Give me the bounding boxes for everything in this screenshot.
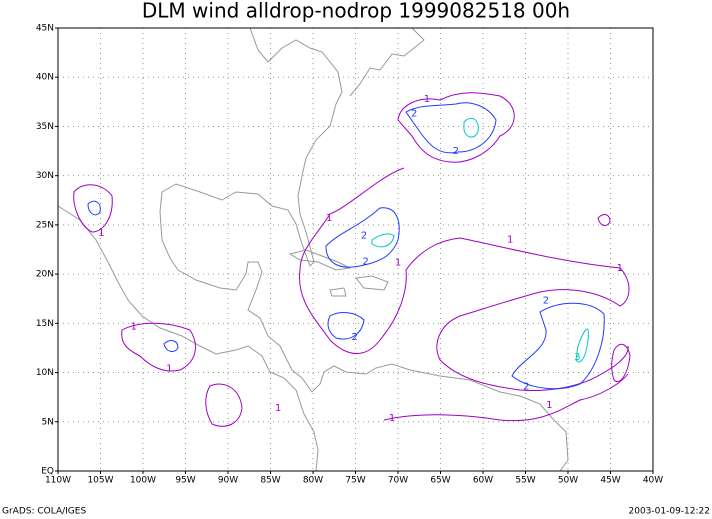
contour-line xyxy=(87,200,101,216)
coastlines xyxy=(57,27,569,472)
contours xyxy=(73,92,631,427)
contour-label: 2 xyxy=(351,332,357,343)
x-tick-label: 45W xyxy=(600,476,620,486)
contour-label: 1 xyxy=(130,321,136,332)
contour-line xyxy=(327,312,365,340)
contour-line xyxy=(405,102,497,154)
contour-label: 1 xyxy=(166,364,172,375)
x-tick-label: 95W xyxy=(175,476,195,486)
contour-label: 2 xyxy=(363,256,369,267)
x-tick-label: 70W xyxy=(388,476,408,486)
x-tick-label: 60W xyxy=(473,476,493,486)
y-tick-label: 45N xyxy=(36,24,54,34)
contour-line xyxy=(397,92,515,163)
x-tick-label: 80W xyxy=(303,476,323,486)
x-tick-label: 110W xyxy=(45,476,71,486)
contour-label: 1 xyxy=(546,400,552,411)
contour-label: 2 xyxy=(411,109,417,120)
x-tick-label: 90W xyxy=(218,476,238,486)
island xyxy=(288,249,352,271)
island xyxy=(329,287,347,297)
contour-label: 1 xyxy=(98,228,104,239)
contour-label: 1 xyxy=(326,213,332,224)
contour-line xyxy=(575,328,589,363)
contour-label: 1 xyxy=(507,235,513,246)
contour-label: 1 xyxy=(617,263,623,274)
contour-line xyxy=(205,383,243,427)
grid xyxy=(58,28,653,471)
y-tick-label: 15N xyxy=(36,319,54,329)
contour-line xyxy=(121,322,196,372)
contour-label: 1 xyxy=(389,413,395,424)
y-tick-label: 30N xyxy=(36,171,54,181)
y-tick-label: 5N xyxy=(42,417,54,427)
y-tick-label: 35N xyxy=(36,122,54,132)
y-tick-label: EQ xyxy=(41,467,54,477)
y-tick-label: 25N xyxy=(36,220,54,230)
x-tick-label: 105W xyxy=(87,476,113,486)
island xyxy=(355,275,389,291)
contour-line xyxy=(511,302,605,390)
coastline xyxy=(159,27,569,472)
contour-line xyxy=(383,373,629,422)
contour-line xyxy=(298,167,630,391)
coastline xyxy=(57,205,319,472)
coastline xyxy=(349,27,425,97)
contour-line xyxy=(325,207,400,268)
contour-label: 3 xyxy=(574,352,580,363)
x-tick-label: 65W xyxy=(430,476,450,486)
x-tick-label: 55W xyxy=(515,476,535,486)
contour-label: 2 xyxy=(361,231,367,242)
contour-label: 1 xyxy=(395,257,401,268)
contour-line xyxy=(611,343,631,382)
map-title: DLM wind alldrop-nodrop 1999082518 00h xyxy=(142,0,570,23)
contour-line xyxy=(597,214,611,226)
x-tick-label: 85W xyxy=(260,476,280,486)
y-tick-label: 40N xyxy=(36,73,54,83)
contour-label: 1 xyxy=(275,403,281,414)
x-tick-label: 40W xyxy=(643,476,663,486)
contour-label: 2 xyxy=(523,381,529,392)
y-tick-label: 10N xyxy=(36,368,54,378)
contour-label: 1 xyxy=(424,94,430,105)
footer-left: GrADS: COLA/IGES xyxy=(2,507,86,517)
x-tick-label: 100W xyxy=(130,476,156,486)
x-tick-label: 50W xyxy=(558,476,578,486)
y-tick-label: 20N xyxy=(36,270,54,280)
contour-line xyxy=(463,117,479,138)
footer-right: 2003-01-09-12:22 xyxy=(629,507,711,517)
contour-label: 2 xyxy=(453,146,459,157)
x-tick-label: 75W xyxy=(345,476,365,486)
contour-line xyxy=(73,184,113,233)
contour-line xyxy=(163,340,179,352)
contour-line xyxy=(371,233,395,248)
contour-label: 2 xyxy=(543,296,549,307)
